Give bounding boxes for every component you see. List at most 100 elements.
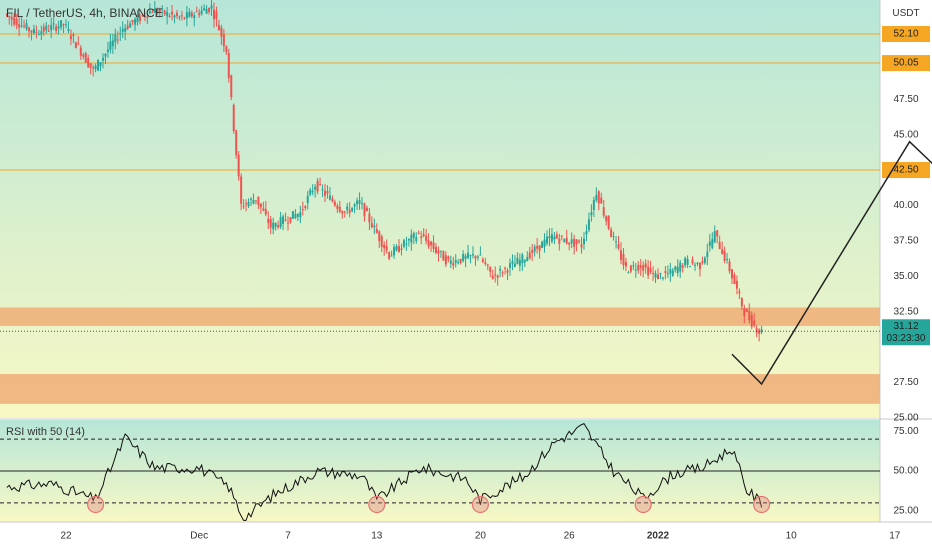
candle-body [62,24,65,26]
candle-body [664,271,667,273]
candle-body [94,65,97,70]
candle-body [259,203,262,208]
candle-body [183,17,186,19]
candle-body [686,258,689,265]
candle-body [543,239,546,247]
candle-body [706,251,709,257]
candle-body [195,11,198,13]
candle-body [240,176,243,204]
level-label: 42.50 [893,165,918,176]
candle-body [652,272,655,274]
candle-body [632,265,635,267]
candle-body [531,249,534,254]
candle-body [481,259,484,262]
candle-body [114,34,117,43]
candle-body [449,260,452,264]
candle-body [627,272,630,274]
candle-body [511,261,514,264]
time-tick-label: 17 [889,531,901,542]
candle-body [74,42,77,49]
candle-body [79,47,82,56]
candle-body [358,200,361,204]
candle-body [533,246,536,252]
candle-body [10,16,13,20]
candle-body [610,229,613,237]
candle-body [573,238,576,247]
candle-body [407,238,410,241]
candle-body [301,209,304,211]
time-tick-label: Dec [190,531,208,542]
candle-body [546,236,548,244]
candle-body [661,277,664,279]
candle-body [459,258,462,263]
oversold-circle [368,495,386,514]
candle-body [134,19,137,25]
candle-body [528,252,531,259]
candle-body [444,255,447,265]
candle-body [486,264,489,266]
candle-body [72,34,75,37]
candle-body [506,270,509,273]
candle-body [494,274,497,276]
candle-body [726,259,729,261]
candle-body [412,233,415,238]
candle-body [602,207,605,216]
candle-body [296,213,299,217]
candle-body [405,243,408,245]
candle-body [373,225,376,228]
candle-body [563,239,566,243]
candle-body [250,198,252,200]
rsi-tick-label: 50.00 [893,466,918,477]
candle-body [548,236,551,239]
candle-body [213,9,215,20]
candle-body [395,246,398,251]
candle-body [467,252,470,259]
candle-body [102,57,104,61]
candle-body [143,16,146,18]
price-tick-label: 35.00 [893,271,918,282]
candle-body [612,236,615,238]
candle-body [629,265,632,272]
candle-body [153,8,156,13]
candle-body [758,330,761,334]
candle-body [417,232,420,234]
candle-body [146,15,149,18]
candle-body [721,249,724,255]
candle-body [279,217,282,227]
rsi-tick-label: 75.00 [893,426,918,437]
candle-body [176,12,178,16]
candle-body [657,274,659,280]
candle-body [439,250,442,252]
candle-body [385,245,388,251]
candle-body [380,236,383,247]
candle-body [489,266,492,272]
candle-body [52,23,55,25]
candle-body [252,200,255,204]
candle-body [69,35,72,40]
candle-body [148,10,151,14]
candle-body [728,261,731,272]
time-tick-label: 26 [564,531,576,542]
candle-body [47,30,50,32]
candle-body [580,244,583,248]
candle-body [447,256,450,260]
candle-body [20,25,23,27]
price-tick-label: 25.00 [893,413,918,424]
candle-body [348,209,351,213]
candle-body [314,186,317,190]
candle-body [615,241,618,243]
candle-body [341,211,344,214]
level-label: 50.05 [893,58,918,69]
time-axis-background [0,522,932,550]
price-tick-label: 27.50 [893,377,918,388]
candle-body [642,265,645,271]
candle-body [351,207,354,212]
candle-body [309,189,312,195]
candle-body [689,266,692,268]
oversold-circle [634,495,652,514]
candle-body [708,241,711,246]
candle-body [654,273,657,278]
candle-body [338,206,341,212]
